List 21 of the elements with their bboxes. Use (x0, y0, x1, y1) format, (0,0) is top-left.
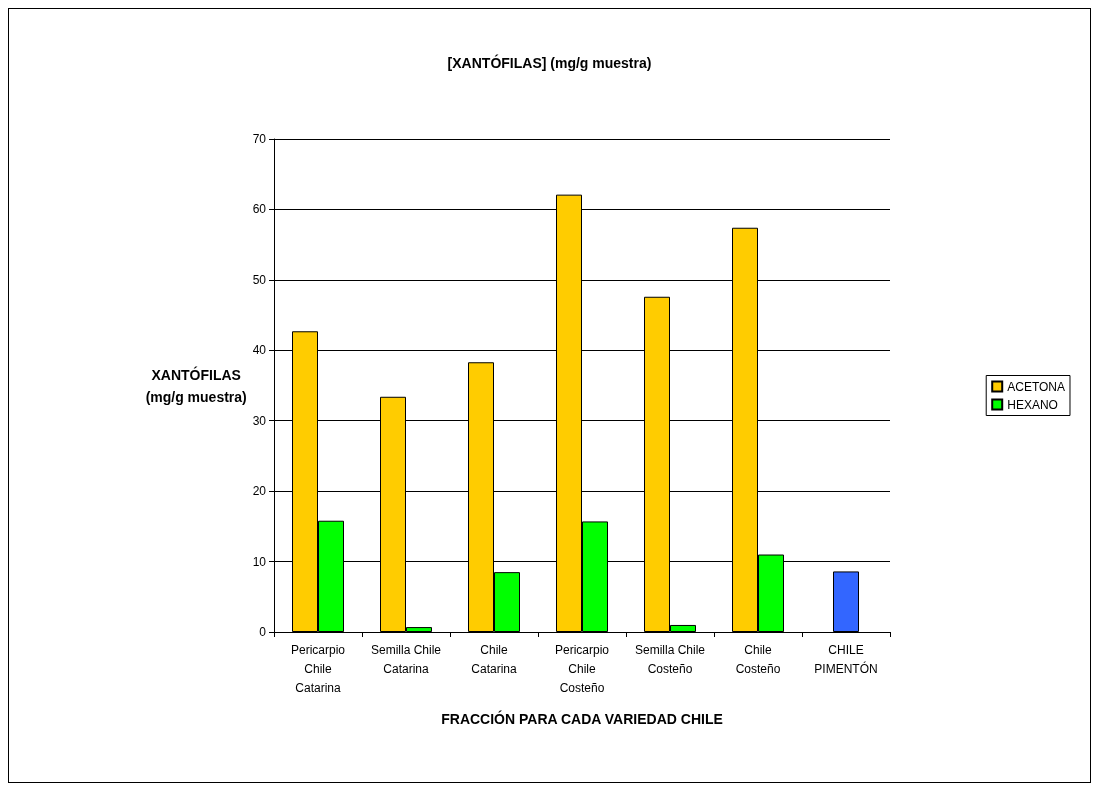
legend-label: HEXANO (1007, 397, 1058, 412)
bar (833, 571, 859, 632)
x-tick-label: CHILE PIMENTÓN (814, 642, 878, 676)
y-tick-label: 0 (259, 625, 267, 639)
legend-label: ACETONA (1007, 379, 1066, 394)
x-tick-label: Semilla Chile Catarina (370, 642, 442, 676)
x-axis-title: FRACCIÓN PARA CADA VARIEDAD CHILE (441, 710, 723, 727)
x-tick-label: Chile Costeño (735, 642, 781, 676)
y-tick-label: 60 (252, 202, 267, 217)
x-tick-label: Pericarpio Chile Catarina (290, 642, 346, 695)
y-tick-label: 40 (252, 343, 267, 358)
y-tick-label: 20 (252, 484, 267, 499)
x-tick-label: Pericarpio Chile Costeño (554, 642, 610, 695)
y-tick-label: 70 (252, 132, 267, 146)
y-tick-label: 30 (252, 413, 267, 428)
y-tick-label: 10 (252, 554, 267, 569)
x-tick-label: Semilla Chile Costeño (634, 642, 706, 676)
y-tick-label: 50 (252, 272, 267, 287)
chart-title: [XANTÓFILAS] (mg/g muestra) (447, 54, 652, 71)
y-axis-title: XANTÓFILAS (mg/g muestra) (145, 365, 247, 405)
x-tick-label: Chile Catarina (471, 642, 517, 676)
